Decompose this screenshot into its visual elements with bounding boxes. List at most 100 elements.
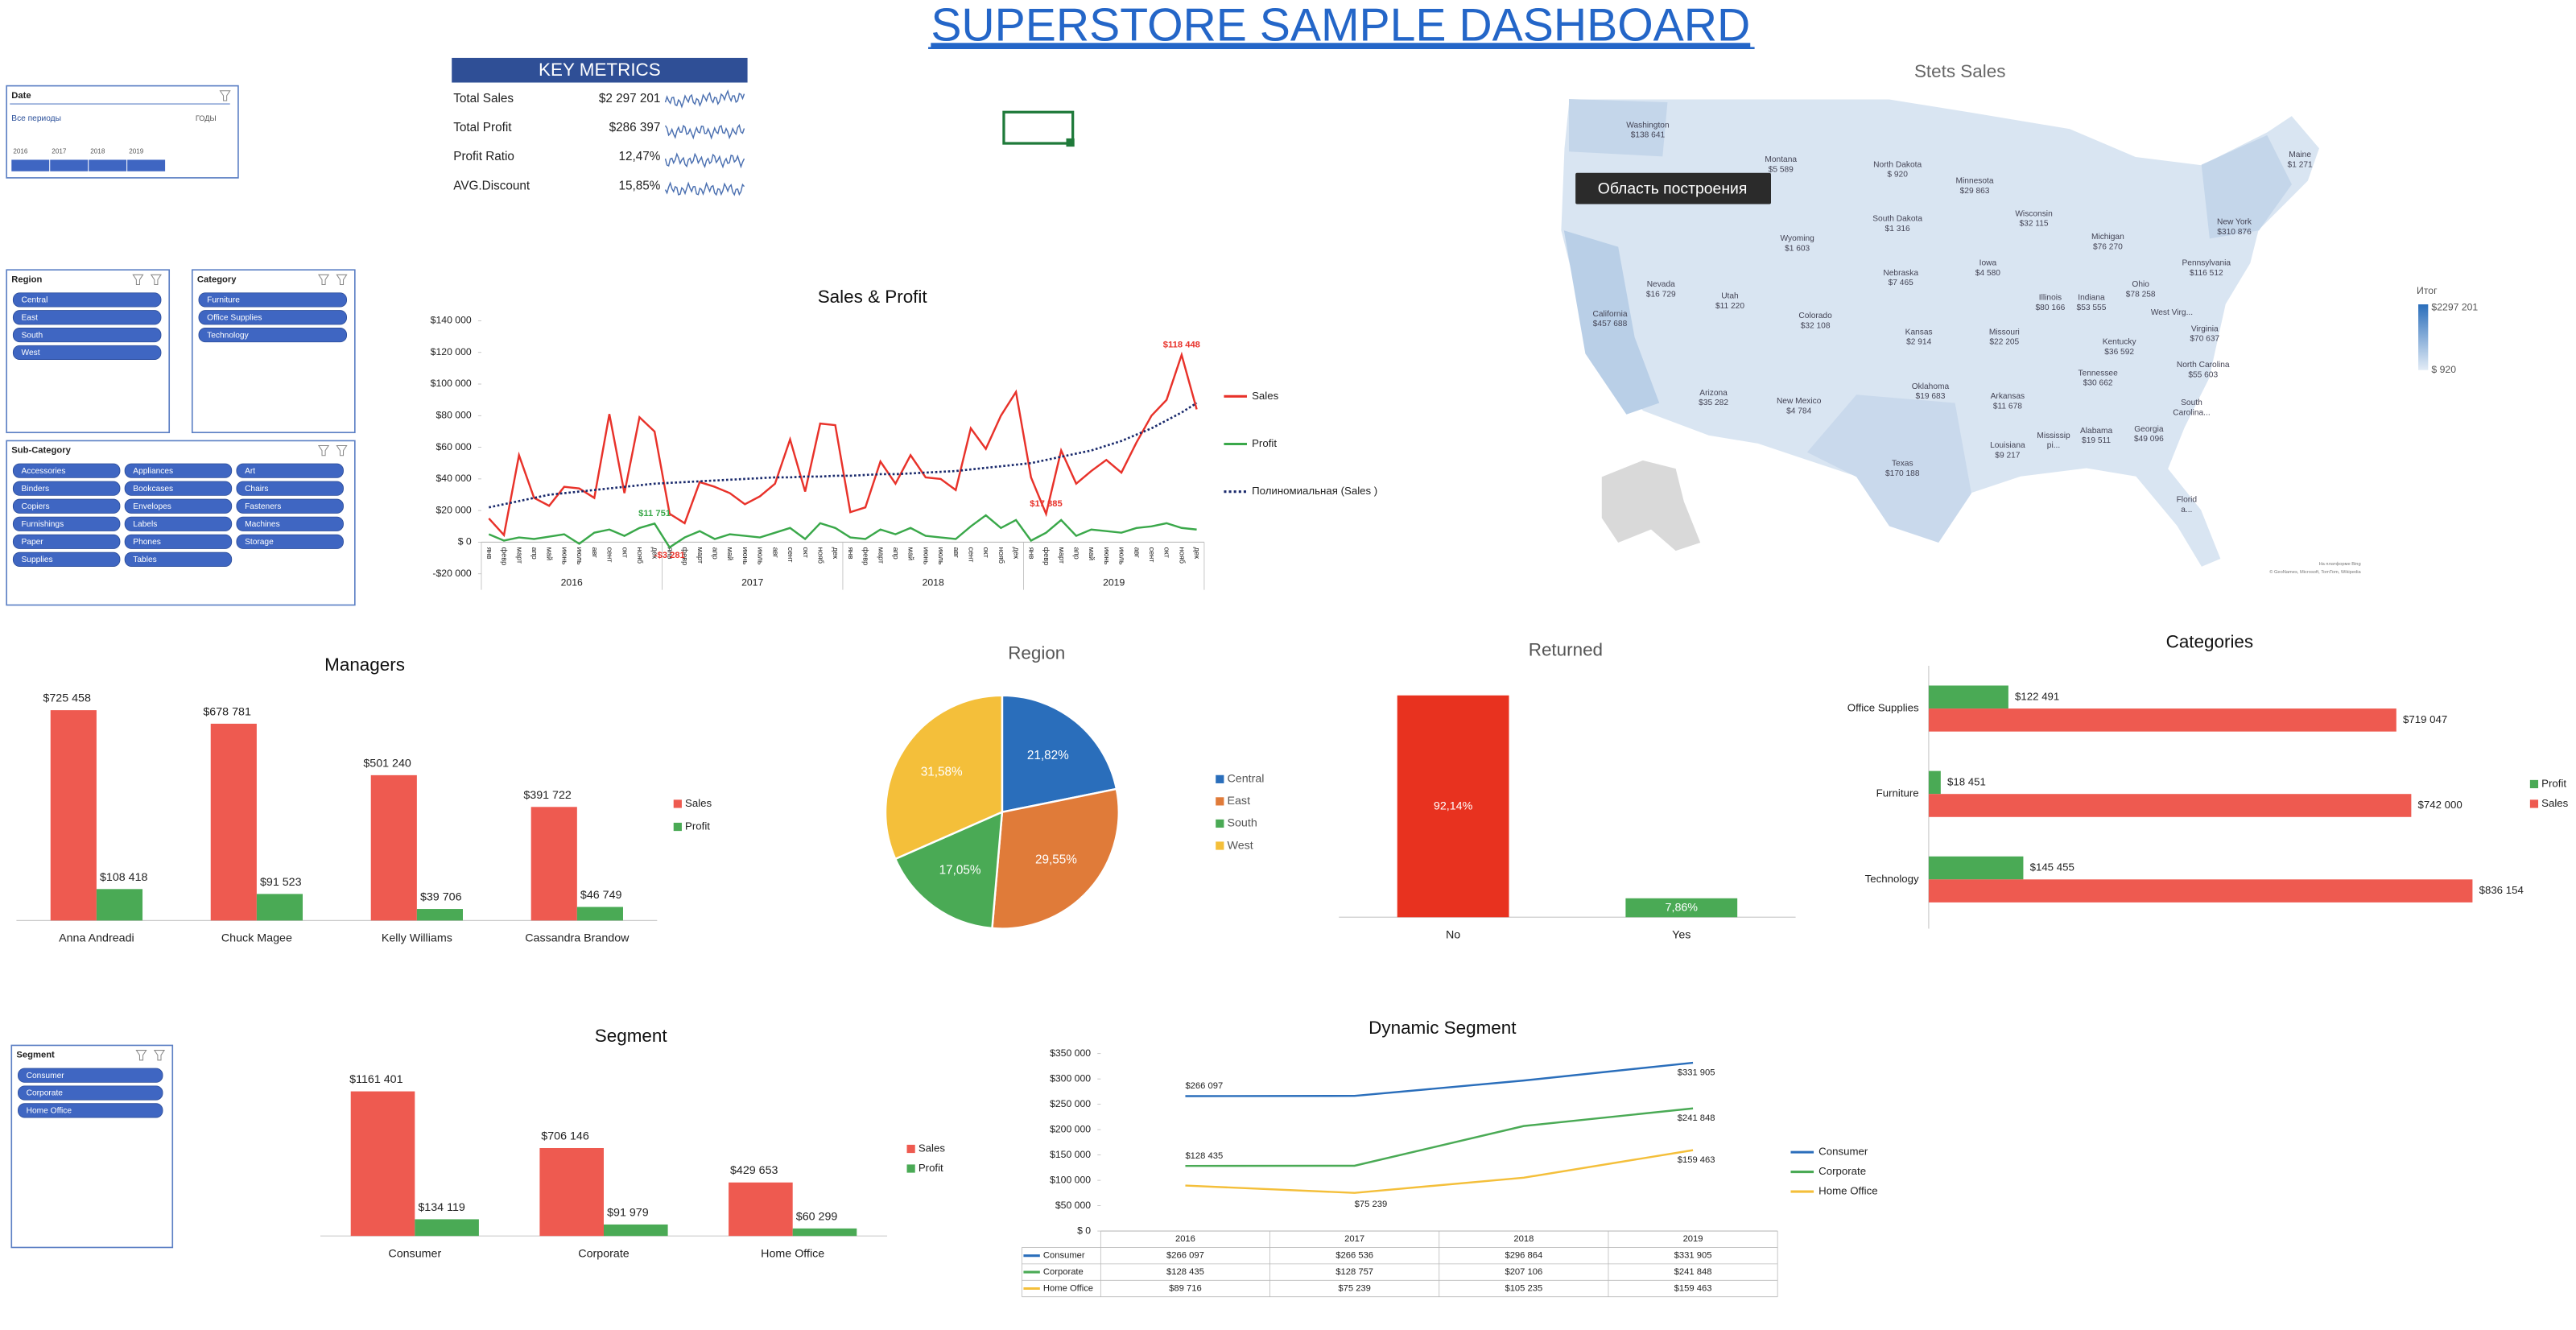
data-label: 29,55% [1035, 853, 1077, 867]
state-value: $78 258 [2126, 290, 2156, 299]
y-tick-label: $200 000 [1050, 1123, 1091, 1134]
filter-icon [336, 445, 348, 456]
slicer-item-label: Chairs [245, 485, 268, 494]
x-tick-label: март [877, 547, 885, 564]
bar [1625, 898, 1738, 918]
legend-label: Profit [685, 820, 710, 832]
y-tick-label: $150 000 [1050, 1149, 1091, 1160]
pie-slice [991, 787, 1121, 930]
filter-icon [336, 274, 348, 286]
state-name: Iowa [1979, 259, 1997, 268]
data-label: 21,82% [1027, 749, 1069, 762]
y-tick-label: -$20 000 [432, 568, 471, 579]
slicer-item-label: Phones [133, 538, 161, 547]
state-value: $22 205 [1989, 338, 2019, 347]
state-value: $36 592 [2104, 348, 2134, 357]
metric-label: AVG.Discount [453, 179, 530, 192]
slicer-item-label: Consumer [27, 1072, 65, 1080]
state-name: Nevada [1647, 280, 1675, 289]
slicer-item [236, 534, 344, 549]
x-tick-label: дек [1013, 547, 1021, 560]
slicer-year-bar [127, 159, 166, 171]
slicer-item-label: Paper [22, 538, 44, 547]
bar [1928, 685, 2008, 709]
x-tick-label: Corporate [578, 1247, 630, 1260]
data-label: $11 751 [638, 509, 671, 518]
bar [530, 807, 577, 921]
slicer-item-label: Corporate [27, 1089, 64, 1098]
data-label: $266 097 [1185, 1081, 1223, 1091]
legend-swatch [906, 1144, 915, 1154]
x-tick-label: июль [1118, 547, 1126, 565]
slicer-item-label: Binders [22, 485, 50, 494]
x-tick-label: нояб [636, 547, 644, 564]
slicer-title: Region [11, 275, 42, 284]
filter-icon [317, 274, 330, 286]
legend-label: Consumer [1818, 1146, 1868, 1158]
chart-title: Region [1008, 643, 1065, 663]
y-tick-label: $50 000 [1055, 1200, 1091, 1211]
table-row-name: Home Office [1043, 1283, 1093, 1293]
state-value: $30 662 [2083, 379, 2113, 388]
x-tick-label: март [1058, 547, 1066, 564]
x-tick-label: июнь [1103, 547, 1111, 565]
map-credit: © GeoNames, Microsoft, TomTom, Wikipedia [2269, 569, 2361, 575]
table-row-name: Consumer [1043, 1251, 1085, 1261]
state-value: $170 188 [1885, 469, 1920, 478]
bar [1928, 708, 2396, 732]
slicer-title: Sub-Category [11, 446, 71, 456]
slicer-item [236, 481, 344, 496]
legend-label: Sales [1252, 390, 1279, 402]
legend-label: Central [1227, 773, 1264, 786]
state-value: $11 220 [1715, 302, 1744, 311]
slicer-item [12, 292, 162, 308]
state-value: $32 108 [1801, 321, 1831, 330]
data-label: $836 154 [2479, 884, 2524, 896]
map-legend-bar [2418, 304, 2429, 370]
data-label: $241 848 [1678, 1113, 1715, 1123]
filter-icon [153, 1050, 166, 1061]
data-label: $331 905 [1678, 1068, 1715, 1077]
metric-label: Total Profit [453, 121, 512, 134]
bar [729, 1182, 793, 1237]
data-label: $91 979 [607, 1206, 649, 1219]
slicer-item [124, 463, 233, 478]
data-label: $1161 401 [349, 1073, 402, 1086]
bar [576, 907, 623, 921]
legend-label: Profit [919, 1162, 943, 1174]
data-label: $46 749 [580, 889, 622, 902]
state-value: $11 678 [1993, 402, 2022, 411]
state-name: Alabama [2080, 427, 2113, 436]
state-name: Michigan [2091, 233, 2124, 242]
state-name: California [1592, 310, 1627, 319]
bar [1397, 695, 1509, 918]
bar [370, 774, 417, 921]
sparkline [664, 152, 745, 169]
y-tick-label: Office Supplies [1847, 702, 1919, 714]
legend-swatch [1216, 819, 1224, 828]
x-tick-label: Home Office [761, 1247, 824, 1260]
x-tick-label: Chuck Magee [221, 932, 292, 945]
table-cell: $331 905 [1674, 1251, 1712, 1261]
state-value: a... [2181, 506, 2192, 514]
legend-label: Profit [1252, 437, 1277, 449]
table-header: 2019 [1683, 1234, 1703, 1244]
state-value: $2 914 [1906, 338, 1931, 347]
state-value: $55 603 [2188, 370, 2218, 379]
map-title: Stets Sales [1914, 61, 2006, 81]
pie-slice [884, 694, 1004, 861]
legend-label: Sales [919, 1142, 946, 1154]
slicer-item [124, 498, 233, 514]
slicer-item-label: Art [245, 467, 255, 476]
slicer-item [198, 328, 348, 343]
state-value: $35 282 [1699, 399, 1728, 407]
x-tick-label: нояб [816, 547, 824, 564]
slicer-item-label: Furniture [207, 296, 240, 305]
slicer-item [12, 551, 121, 567]
state-name: Colorado [1798, 312, 1832, 320]
y-tick-label: $140 000 [431, 315, 472, 326]
legend-label: East [1227, 795, 1250, 808]
data-label: $39 706 [420, 891, 462, 904]
legend-swatch [1216, 797, 1224, 806]
